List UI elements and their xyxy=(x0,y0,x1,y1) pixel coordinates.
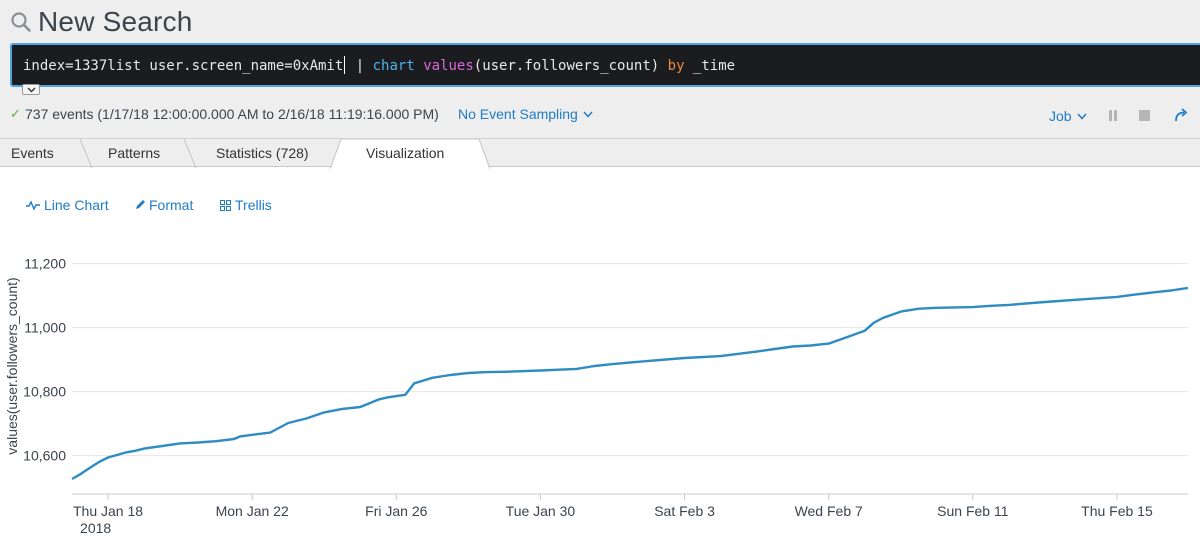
x-tick-label: Wed Feb 7 xyxy=(795,503,863,519)
series-line xyxy=(71,286,1189,481)
chevron-down-icon xyxy=(1077,113,1087,120)
job-menu[interactable]: Job xyxy=(1049,108,1087,124)
query-field: _time xyxy=(684,58,736,74)
chevron-down-icon xyxy=(27,87,35,92)
pause-icon[interactable] xyxy=(1108,110,1118,121)
pencil-icon xyxy=(136,200,145,209)
x-tick-label: Mon Jan 22 xyxy=(216,503,289,519)
chevron-down-icon xyxy=(583,111,593,118)
visualization-toolbar: Line Chart Format Trellis xyxy=(0,197,400,217)
stop-icon[interactable] xyxy=(1139,110,1150,121)
event-sampling-label: No Event Sampling xyxy=(458,106,578,122)
tab-divider xyxy=(184,139,196,168)
line-chart-label: Line Chart xyxy=(44,197,109,213)
tab-divider xyxy=(80,139,92,168)
tab-statistics[interactable]: Statistics (728) xyxy=(216,139,309,168)
x-tick-label: Sun Feb 11 xyxy=(937,503,1009,519)
trellis-grid-icon xyxy=(220,199,231,211)
tab-visualization-shape xyxy=(330,139,490,169)
tab-patterns-label: Patterns xyxy=(108,145,161,161)
job-status-row: ✓ 737 events (1/17/18 12:00:00.000 AM to… xyxy=(0,104,1200,126)
share-icon[interactable] xyxy=(1174,108,1188,122)
event-sampling-dropdown[interactable]: No Event Sampling xyxy=(458,106,593,122)
x-tick-label: Tue Jan 30 xyxy=(506,503,576,519)
query-pipe: | xyxy=(347,58,373,74)
tab-statistics-label: Statistics (728) xyxy=(216,145,309,161)
page-title: New Search xyxy=(38,6,193,37)
tab-events[interactable]: Events xyxy=(11,139,54,168)
x-tick-label: Thu Jan 18 xyxy=(73,503,143,519)
query-command: chart xyxy=(372,58,415,74)
format-button[interactable]: Format xyxy=(135,197,193,213)
events-summary: 737 events (1/17/18 12:00:00.000 AM to 2… xyxy=(25,106,439,122)
text-cursor xyxy=(344,56,346,74)
x-tick-label: Fri Jan 26 xyxy=(365,503,427,519)
format-label: Format xyxy=(149,197,194,213)
query-function: values xyxy=(423,58,474,74)
success-check-icon: ✓ xyxy=(10,106,21,121)
results-tabs: Events Patterns Statistics (728) Visuali… xyxy=(0,138,1200,169)
trellis-label: Trellis xyxy=(235,197,272,213)
job-label: Job xyxy=(1049,108,1072,124)
y-tick-label: 11,000 xyxy=(24,320,66,336)
query-text[interactable]: index=1337list user.screen_name=0xAmit |… xyxy=(23,56,735,74)
query-args: (user.followers_count) xyxy=(473,58,668,74)
tab-visualization[interactable]: Visualization xyxy=(366,139,444,168)
y-tick-label: 10,600 xyxy=(23,448,66,464)
y-tick-label: 10,800 xyxy=(23,384,66,400)
expand-query-button[interactable] xyxy=(22,84,40,95)
search-header: New Search index=1337list user.screen_na… xyxy=(0,0,1200,138)
query-base: index=1337list user.screen_name=0xAmit xyxy=(23,58,344,74)
x-tick-label: Sat Feb 3 xyxy=(654,503,715,519)
tab-visualization-label: Visualization xyxy=(366,145,445,161)
trellis-button[interactable]: Trellis xyxy=(220,197,272,213)
title-row: New Search xyxy=(10,5,193,39)
search-icon xyxy=(11,12,31,32)
tab-patterns[interactable]: Patterns xyxy=(108,139,160,168)
line-chart-icon xyxy=(26,200,40,210)
y-axis-title: values(user.followers_count) xyxy=(4,277,20,454)
x-tick-label: Thu Feb 15 xyxy=(1081,503,1153,519)
line-chart-button[interactable]: Line Chart xyxy=(26,197,109,213)
tab-events-label: Events xyxy=(11,145,54,161)
x-tick-year-label: 2018 xyxy=(80,520,111,536)
query-keyword: by xyxy=(667,58,685,74)
search-query-input[interactable]: index=1337list user.screen_name=0xAmit |… xyxy=(10,43,1200,87)
y-tick-label: 11,200 xyxy=(24,256,66,272)
